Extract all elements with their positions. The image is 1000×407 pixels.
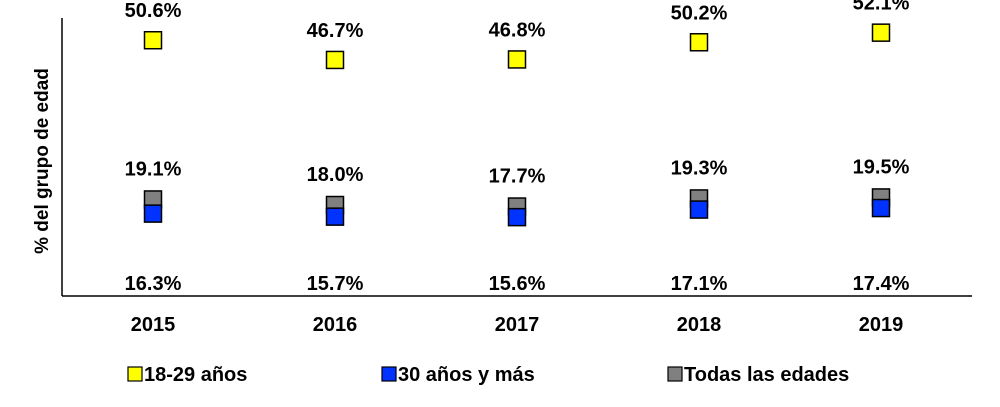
data-marks: 50.6% 19.1% 16.3% 46.7% 18.0% 15.7% 46.8% 17.7%… [125,0,910,295]
point-30-mas [325,207,345,226]
legend-label: 30 años y más [398,364,535,386]
point-18-29 [689,33,709,52]
data-label-todas-las-edades: 17.7% [489,166,546,188]
legend-marker [381,366,397,382]
y-axis-label: % del grupo de edad [32,68,53,254]
point-18-29 [325,50,345,70]
data-label-30-mas: 16.3% [125,273,182,295]
point-18-29 [871,23,891,42]
data-label-todas-las-edades: 19.5% [853,156,910,178]
data-label-18-29: 50.6% [125,0,182,22]
point-18-29 [507,50,527,69]
legend-marker [667,366,683,382]
legend: 18-29 años 30 años y más Todas las edades [127,364,849,386]
data-label-18-29: 52.1% [853,0,910,15]
legend-label: 18-29 años [144,364,247,386]
data-label-30-mas: 15.6% [489,273,546,295]
point-30-mas [871,198,891,218]
point-30-mas [507,207,527,227]
x-tick-label: 2017 [495,314,540,336]
x-tick-label: 2018 [677,314,722,336]
data-label-18-29: 46.7% [307,20,364,42]
data-label-todas-las-edades: 18.0% [307,164,364,186]
data-label-18-29: 50.2% [671,2,728,24]
data-label-30-mas: 17.4% [853,273,910,295]
point-18-29 [143,30,163,50]
legend-label: Todas las edades [684,364,849,386]
data-label-18-29: 46.8% [489,19,546,41]
axes: % del grupo de edad 2015 2016 2017 2018 2019 [32,18,972,336]
x-tick-label: 2019 [859,314,904,336]
data-label-todas-las-edades: 19.3% [671,157,728,179]
x-tick-label: 2015 [131,314,176,336]
point-30-mas [143,204,163,223]
x-tick-label: 2016 [313,314,358,336]
legend-marker [127,366,143,382]
data-label-todas-las-edades: 19.1% [125,158,182,180]
point-30-mas [689,200,709,219]
data-label-30-mas: 17.1% [671,273,728,295]
data-label-30-mas: 15.7% [307,273,364,295]
